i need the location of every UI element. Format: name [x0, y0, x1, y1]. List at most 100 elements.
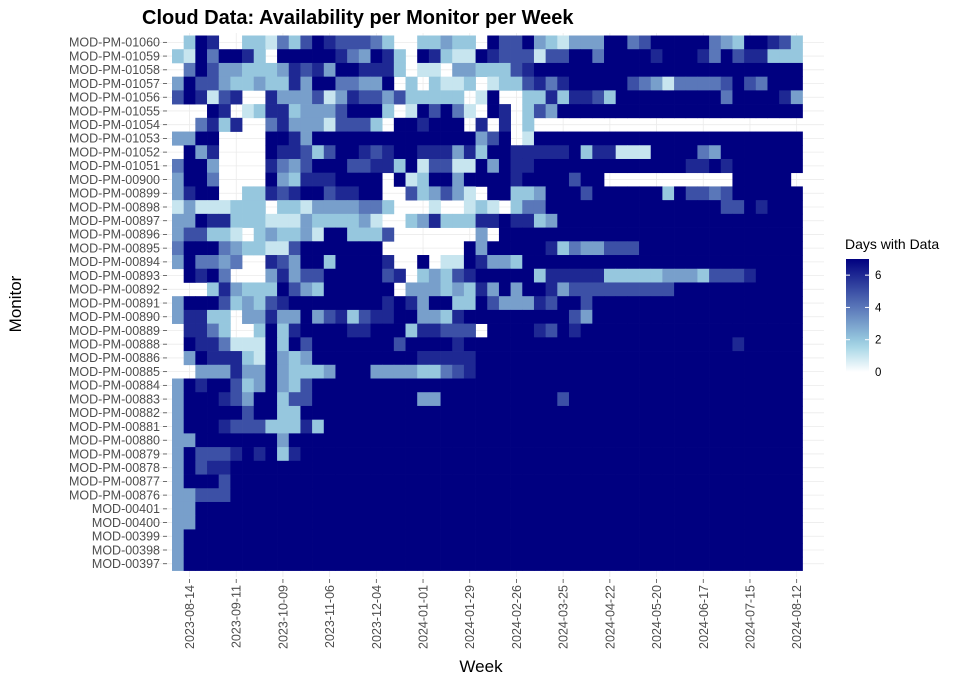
- heatmap-cell: [312, 556, 325, 571]
- heatmap-cell: [568, 351, 582, 366]
- heatmap-cell: [568, 296, 582, 311]
- heatmap-cell: [627, 364, 640, 379]
- heatmap-cell: [428, 515, 441, 530]
- heatmap-cell: [207, 323, 220, 338]
- heatmap-cell: [242, 405, 255, 421]
- heatmap-cell: [592, 515, 605, 530]
- heatmap-cell: [230, 447, 243, 462]
- heatmap-cell: [627, 268, 640, 283]
- heatmap-cell: [417, 49, 430, 64]
- heatmap-cell: [452, 213, 465, 228]
- heatmap-cell: [510, 172, 523, 187]
- heatmap-cell: [744, 90, 757, 105]
- heatmap-cell: [312, 364, 325, 379]
- heatmap-cell: [300, 433, 313, 448]
- heatmap-cell: [767, 529, 780, 544]
- heatmap-cell: [697, 186, 710, 201]
- heatmap-cell: [463, 49, 476, 64]
- heatmap-cell: [557, 460, 570, 475]
- heatmap-cell: [662, 501, 675, 517]
- heatmap-cell: [463, 460, 476, 475]
- heatmap-cell: [312, 405, 325, 421]
- heatmap-cell: [697, 90, 710, 105]
- heatmap-cell: [615, 76, 628, 91]
- heatmap-cell: [627, 419, 640, 434]
- heatmap-cell: [568, 35, 582, 50]
- heatmap-cell: [557, 35, 570, 50]
- heatmap-cell: [744, 515, 757, 530]
- heatmap-cell: [207, 172, 220, 187]
- heatmap-cell: [568, 309, 582, 324]
- heatmap-cell: [720, 35, 733, 50]
- heatmap-cell: [335, 543, 348, 558]
- heatmap-cell: [732, 501, 745, 517]
- heatmap-cell: [604, 351, 617, 366]
- heatmap-cell: [195, 158, 208, 174]
- heatmap-cell: [604, 213, 617, 228]
- heatmap-cell: [475, 474, 488, 489]
- heatmap-cell: [790, 76, 803, 91]
- heatmap-cell: [580, 241, 593, 256]
- heatmap-cell: [755, 515, 768, 530]
- heatmap-cell: [755, 76, 768, 91]
- heatmap-cell: [358, 296, 371, 311]
- heatmap-cell: [358, 488, 371, 503]
- heatmap-cell: [463, 172, 476, 187]
- heatmap-cell: [370, 529, 383, 544]
- heatmap-cell: [790, 556, 803, 571]
- heatmap-cell: [335, 364, 348, 379]
- heatmap-cell: [288, 392, 301, 407]
- heatmap-cell: [685, 488, 698, 503]
- heatmap-cell: [627, 501, 640, 517]
- heatmap-cell: [370, 419, 383, 434]
- heatmap-cell: [709, 474, 722, 489]
- heatmap-cell: [545, 104, 558, 119]
- heatmap-cell: [720, 337, 733, 352]
- y-tick-label: MOD-PM-01055: [69, 104, 160, 118]
- heatmap-cell: [195, 364, 208, 379]
- heatmap-cell: [790, 90, 803, 105]
- heatmap-cell: [674, 90, 687, 105]
- heatmap-cell: [440, 392, 453, 407]
- heatmap-cell: [183, 501, 196, 517]
- heatmap-cell: [358, 282, 371, 297]
- heatmap-cell: [568, 200, 582, 215]
- heatmap-cell: [265, 488, 278, 503]
- heatmap-cell: [592, 405, 605, 421]
- heatmap-cell: [674, 419, 687, 434]
- heatmap-cell: [557, 200, 570, 215]
- heatmap-cell: [709, 529, 722, 544]
- heatmap-cell: [522, 474, 535, 489]
- heatmap-cell: [522, 296, 535, 311]
- heatmap-cell: [744, 49, 757, 64]
- heatmap-cell: [790, 49, 803, 64]
- heatmap-cell: [335, 172, 348, 187]
- heatmap-cell: [755, 200, 768, 215]
- heatmap-cell: [709, 90, 722, 105]
- heatmap-cell: [405, 392, 418, 407]
- heatmap-cell: [417, 433, 430, 448]
- heatmap-cell: [195, 515, 208, 530]
- heatmap-cell: [347, 62, 360, 78]
- heatmap-cell: [510, 378, 523, 393]
- heatmap-cell: [487, 405, 500, 421]
- heatmap-cell: [253, 309, 266, 324]
- heatmap-cell: [265, 323, 278, 338]
- heatmap-cell: [347, 364, 360, 379]
- heatmap-cell: [300, 282, 313, 297]
- heatmap-cell: [312, 104, 325, 119]
- heatmap-cell: [709, 337, 722, 352]
- heatmap-cell: [242, 296, 255, 311]
- heatmap-cell: [592, 296, 605, 311]
- heatmap-cell: [487, 447, 500, 462]
- heatmap-cell: [265, 364, 278, 379]
- heatmap-cell: [183, 35, 196, 50]
- heatmap-cell: [358, 309, 371, 324]
- heatmap-cell: [428, 158, 441, 174]
- heatmap-cell: [382, 474, 395, 489]
- heatmap-cell: [358, 268, 371, 283]
- heatmap-cell: [650, 529, 663, 544]
- heatmap-cell: [347, 488, 360, 503]
- heatmap-cell: [639, 309, 652, 324]
- heatmap-cell: [405, 117, 418, 132]
